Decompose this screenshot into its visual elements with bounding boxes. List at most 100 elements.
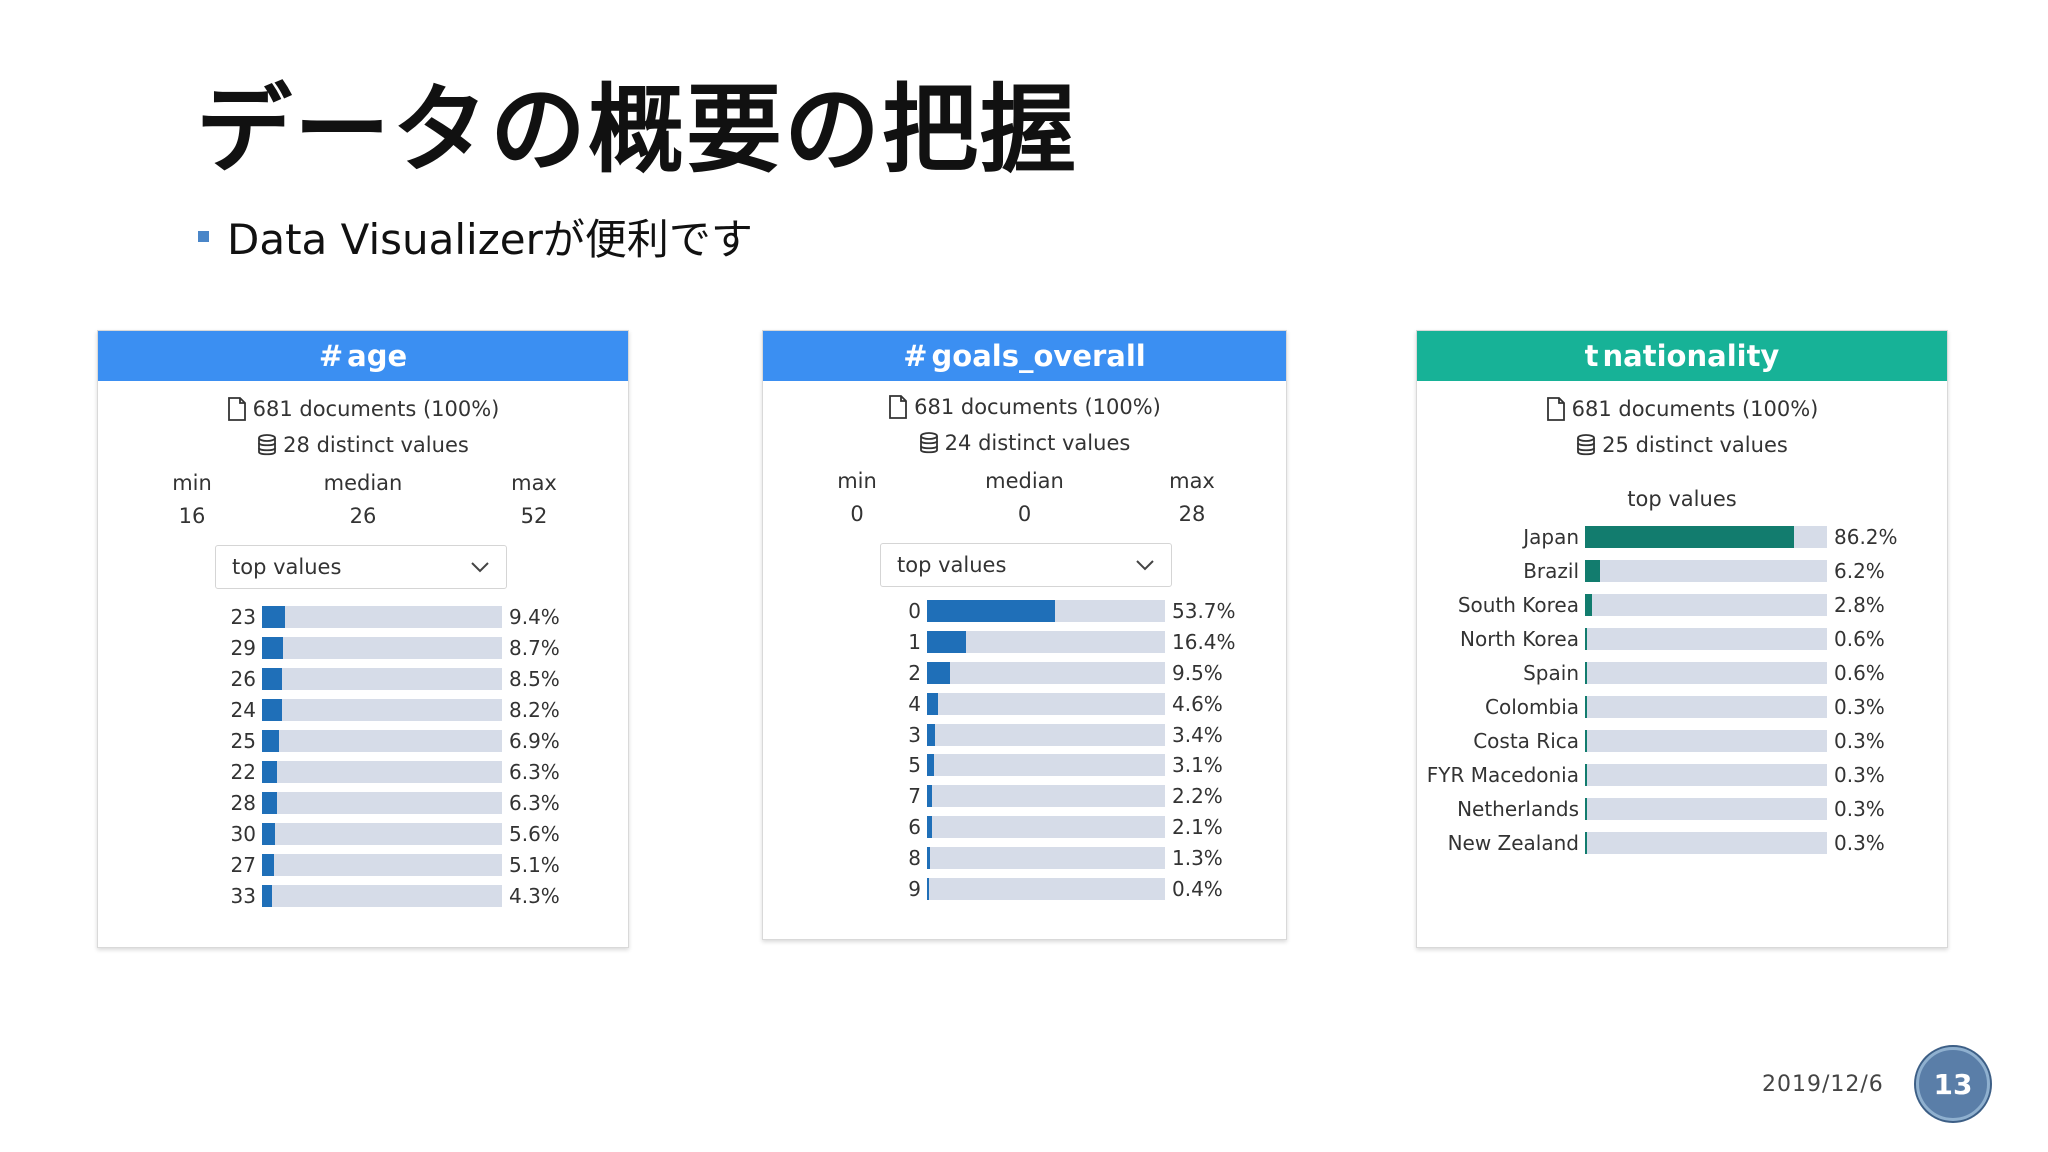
value-bar-fill: [1585, 798, 1587, 820]
value-bar-fill: [262, 822, 276, 845]
value-bar-track: [927, 785, 1165, 808]
top-value-row: Brazil 6.2%: [1423, 554, 1898, 588]
page-number-badge: 13: [1916, 1047, 1990, 1121]
value-label: 29: [230, 635, 256, 660]
document-icon: [227, 397, 246, 421]
value-bar-track: [1585, 560, 1827, 582]
top-value-row: 0 53.7%: [853, 596, 1235, 627]
slide-title: データの概要の把握: [196, 74, 1078, 186]
value-percentage: 8.5%: [509, 666, 560, 691]
value-bar-fill: [1585, 594, 1592, 616]
document-count: 681 documents (100%): [763, 389, 1286, 425]
top-values-dropdown[interactable]: top values: [880, 543, 1172, 587]
value-bar-track: [1585, 764, 1827, 786]
value-bar-track: [262, 791, 502, 814]
value-bar-fill: [262, 760, 278, 783]
top-values-title: top values: [1627, 487, 1737, 511]
value-bar-track: [1585, 526, 1827, 548]
value-bar-fill: [927, 815, 932, 838]
value-bar-track: [262, 636, 502, 659]
median-value: 0: [1017, 502, 1032, 526]
value-label: New Zealand: [1447, 831, 1579, 855]
bullet-text: Data Visualizerが便利です: [227, 215, 753, 264]
value-bar-track: [262, 853, 502, 876]
top-value-row: New Zealand 0.3%: [1423, 826, 1898, 860]
max-value: 52: [520, 504, 548, 528]
value-bar-fill: [1585, 730, 1587, 752]
top-value-row: 29 8.7%: [188, 632, 560, 663]
value-bar-track: [262, 884, 502, 907]
max-label: max: [1169, 469, 1215, 493]
top-value-row: 6 2.1%: [853, 812, 1236, 843]
value-bar-fill: [927, 661, 950, 684]
document-count-text: 681 documents (100%): [252, 397, 500, 421]
value-bar-track: [927, 600, 1165, 623]
value-label: Brazil: [1523, 559, 1579, 583]
value-label: Costa Rica: [1473, 729, 1579, 753]
value-bar-fill: [262, 667, 283, 690]
field-card-header: # age: [98, 331, 628, 381]
value-percentage: 4.6%: [1172, 691, 1223, 716]
value-percentage: 8.2%: [509, 697, 560, 722]
max-label: max: [511, 471, 557, 495]
top-value-row: 9 0.4%: [853, 873, 1236, 904]
document-count: 681 documents (100%): [1417, 391, 1947, 427]
median-value: 26: [349, 504, 377, 528]
top-value-row: 7 2.2%: [853, 781, 1236, 812]
top-value-row: 25 6.9%: [188, 725, 560, 756]
value-percentage: 0.6%: [1834, 661, 1885, 685]
top-value-row: Spain 0.6%: [1423, 656, 1898, 690]
value-bar-fill: [1585, 832, 1587, 854]
bullet-item: Data Visualizerが便利です: [198, 206, 753, 267]
top-value-row: 23 9.4%: [188, 601, 560, 632]
distinct-count-text: 25 distinct values: [1602, 433, 1788, 457]
top-value-row: South Korea 2.8%: [1423, 588, 1898, 622]
value-label: Japan: [1523, 525, 1579, 549]
top-value-row: 26 8.5%: [188, 663, 560, 694]
min-stat: min 0: [817, 465, 897, 531]
value-bar-fill: [927, 631, 967, 654]
value-bar-track: [1585, 594, 1827, 616]
value-bar-fill: [1585, 526, 1794, 548]
top-value-row: Colombia 0.3%: [1423, 690, 1898, 724]
distinct-count-text: 28 distinct values: [283, 433, 469, 457]
value-label: 22: [230, 759, 256, 784]
database-icon: [1577, 434, 1596, 456]
value-bar-track: [262, 667, 502, 690]
value-bar-fill: [927, 600, 1055, 623]
value-bar-track: [927, 692, 1165, 715]
distinct-count: 25 distinct values: [1417, 427, 1947, 463]
field-card-nationality: t nationality 681 documents (100%) 25 dis…: [1416, 330, 1948, 948]
value-label: 25: [230, 728, 256, 753]
value-percentage: 5.6%: [509, 821, 560, 846]
top-values-dropdown[interactable]: top values: [215, 545, 507, 589]
median-stat: median 26: [303, 467, 423, 533]
value-bar-fill: [927, 754, 935, 777]
value-percentage: 2.2%: [1172, 784, 1223, 809]
value-percentage: 6.2%: [1834, 559, 1885, 583]
value-percentage: 86.2%: [1834, 525, 1898, 549]
field-card-header: # goals_overall: [763, 331, 1286, 381]
max-value: 28: [1178, 502, 1206, 526]
value-bar-track: [927, 846, 1165, 869]
value-bar-track: [927, 631, 1165, 654]
value-bar-track: [927, 661, 1165, 684]
value-label: 26: [230, 666, 256, 691]
value-bar-fill: [927, 846, 931, 869]
value-percentage: 0.3%: [1834, 831, 1885, 855]
value-bar-fill: [262, 853, 275, 876]
field-name: goals_overall: [931, 339, 1146, 373]
value-percentage: 0.3%: [1834, 797, 1885, 821]
document-count-text: 681 documents (100%): [914, 395, 1161, 419]
value-bar-fill: [1585, 662, 1587, 684]
value-percentage: 6.9%: [509, 728, 560, 753]
value-bar-track: [1585, 662, 1827, 684]
value-label: 9: [908, 876, 921, 901]
top-value-row: Costa Rica 0.3%: [1423, 724, 1898, 758]
value-percentage: 9.4%: [509, 604, 560, 629]
top-value-row: Japan 86.2%: [1423, 520, 1898, 554]
distinct-count: 24 distinct values: [763, 425, 1286, 461]
value-bar-track: [1585, 730, 1827, 752]
value-bar-track: [927, 877, 1165, 900]
top-value-row: FYR Macedonia 0.3%: [1423, 758, 1898, 792]
